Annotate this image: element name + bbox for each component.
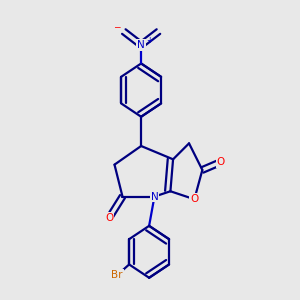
- Text: N: N: [151, 192, 158, 202]
- Text: N: N: [137, 40, 145, 50]
- Text: Br: Br: [111, 270, 123, 280]
- Text: +: +: [146, 36, 153, 45]
- Text: O: O: [190, 194, 199, 204]
- Text: O: O: [105, 213, 113, 223]
- Text: −: −: [112, 22, 120, 32]
- Text: O: O: [217, 157, 225, 167]
